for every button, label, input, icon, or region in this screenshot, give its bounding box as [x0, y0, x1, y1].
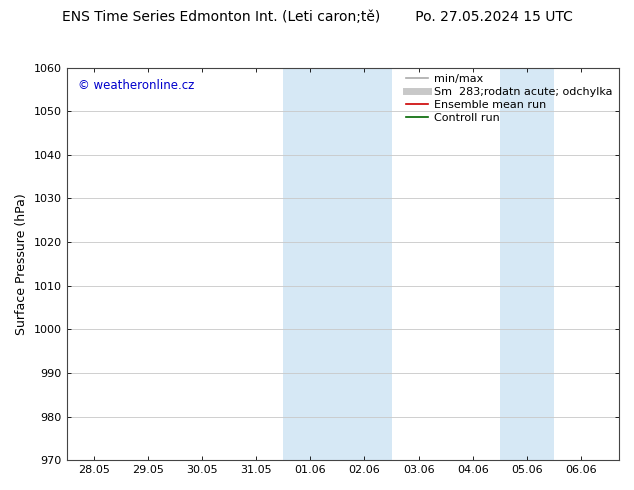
Text: © weatheronline.cz: © weatheronline.cz: [77, 79, 194, 93]
Y-axis label: Surface Pressure (hPa): Surface Pressure (hPa): [15, 193, 28, 335]
Bar: [500, 68, 554, 460]
Bar: [337, 68, 392, 460]
Bar: [283, 68, 337, 460]
Legend: min/max, Sm  283;rodatn acute; odchylka, Ensemble mean run, Controll run: min/max, Sm 283;rodatn acute; odchylka, …: [401, 70, 617, 127]
Text: ENS Time Series Edmonton Int. (Leti caron;tě)        Po. 27.05.2024 15 UTC: ENS Time Series Edmonton Int. (Leti caro…: [61, 10, 573, 24]
